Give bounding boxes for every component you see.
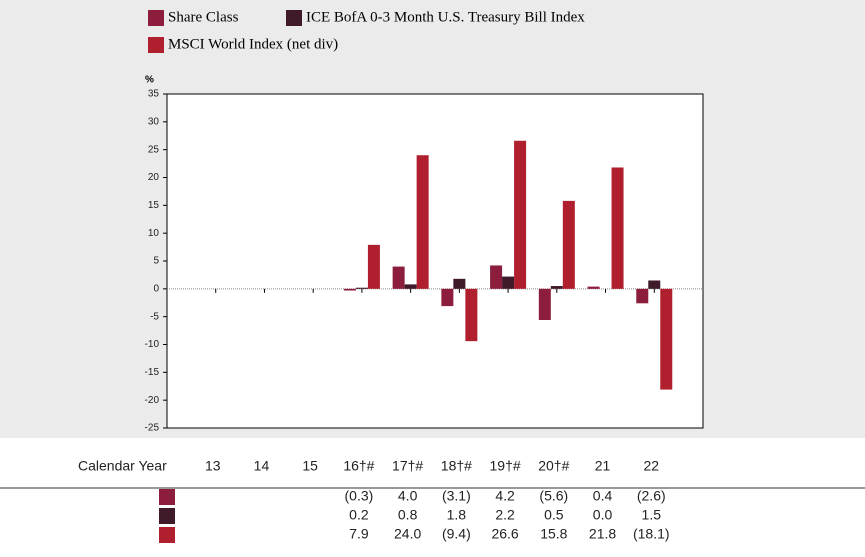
bar xyxy=(538,288,551,321)
table-header: 16†# xyxy=(343,458,374,474)
table-header: 13 xyxy=(205,458,221,474)
table-header: 22 xyxy=(643,458,659,474)
table-value: (3.1) xyxy=(442,488,471,504)
table-value: 26.6 xyxy=(491,526,518,542)
table-value: (9.4) xyxy=(442,526,471,542)
bar xyxy=(355,287,368,289)
y-axis-label: % xyxy=(145,75,154,86)
legend-label: ICE BofA 0-3 Month U.S. Treasury Bill In… xyxy=(306,9,585,25)
y-tick-label: 35 xyxy=(148,89,160,100)
table-swatch xyxy=(159,489,175,505)
y-tick-label: 25 xyxy=(148,144,160,155)
table-value: 2.2 xyxy=(495,507,515,523)
table-label: Calendar Year xyxy=(78,458,167,474)
y-tick-label: -20 xyxy=(145,395,160,406)
table-header: 14 xyxy=(254,458,270,474)
table-value: 24.0 xyxy=(394,526,421,542)
y-tick-label: 5 xyxy=(153,256,159,267)
table-value: (18.1) xyxy=(633,526,670,542)
bar xyxy=(441,288,454,307)
bar xyxy=(562,200,575,289)
table-value: 7.9 xyxy=(349,526,369,542)
table-value: (0.3) xyxy=(345,488,374,504)
table-swatch xyxy=(159,527,175,543)
legend-label: Share Class xyxy=(168,9,239,25)
y-tick-label: 15 xyxy=(148,200,160,211)
bar xyxy=(636,288,649,304)
y-tick-label: 0 xyxy=(153,283,159,294)
table-header: 19†# xyxy=(490,458,521,474)
table-value: (5.6) xyxy=(539,488,568,504)
bar xyxy=(660,288,673,390)
bar xyxy=(465,288,478,342)
legend-swatch xyxy=(148,10,164,26)
bar xyxy=(392,266,405,289)
y-tick-label: 30 xyxy=(148,116,160,127)
bar xyxy=(367,244,380,289)
table-value: 4.2 xyxy=(495,488,515,504)
bar xyxy=(550,286,563,289)
bar xyxy=(611,167,624,289)
table-header: 20†# xyxy=(538,458,569,474)
bar xyxy=(490,265,503,289)
y-tick-label: -5 xyxy=(150,311,159,322)
legend-label: MSCI World Index (net div) xyxy=(168,36,338,52)
legend-swatch xyxy=(286,10,302,26)
table-value: 0.5 xyxy=(544,507,564,523)
table-header: 15 xyxy=(302,458,318,474)
bar xyxy=(404,284,417,289)
y-tick-label: 10 xyxy=(148,228,160,239)
table-value: 4.0 xyxy=(398,488,418,504)
table-value: 0.8 xyxy=(398,507,418,523)
bar xyxy=(587,286,600,289)
table-header: 17†# xyxy=(392,458,423,474)
bar xyxy=(453,278,466,289)
y-tick-label: -15 xyxy=(145,367,160,378)
table-header: 18†# xyxy=(441,458,472,474)
bar xyxy=(502,276,515,289)
bar xyxy=(648,280,661,289)
table-value: 1.8 xyxy=(447,507,467,523)
table-swatch xyxy=(159,508,175,524)
table-value: 0.0 xyxy=(593,507,613,523)
legend-swatch xyxy=(148,37,164,53)
table-value: 15.8 xyxy=(540,526,567,542)
y-tick-label: -25 xyxy=(145,423,160,434)
table-value: 1.5 xyxy=(642,507,662,523)
table-header: 21 xyxy=(595,458,611,474)
y-tick-label: -10 xyxy=(145,339,160,350)
bar xyxy=(514,140,527,289)
bar xyxy=(343,288,356,291)
table-value: 0.2 xyxy=(349,507,369,523)
bar xyxy=(416,155,429,289)
table-value: (2.6) xyxy=(637,488,666,504)
table-value: 0.4 xyxy=(593,488,613,504)
table-value: 21.8 xyxy=(589,526,616,542)
y-tick-label: 20 xyxy=(148,172,160,183)
